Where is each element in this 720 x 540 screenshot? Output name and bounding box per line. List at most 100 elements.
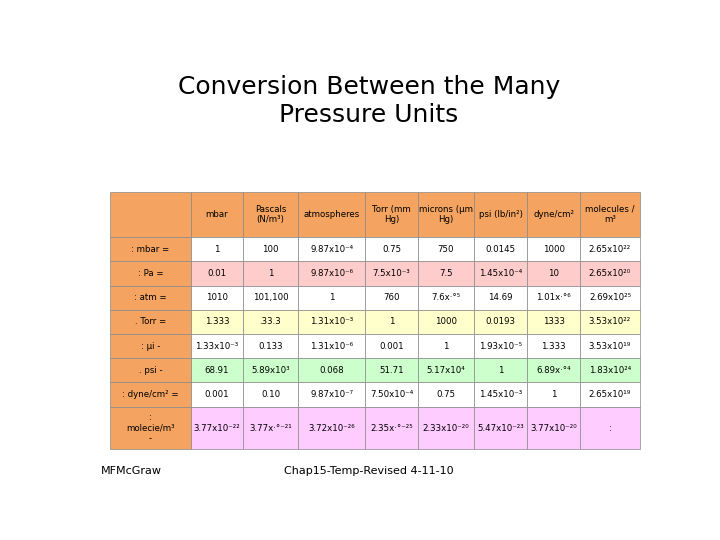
Text: 0.10: 0.10 bbox=[261, 390, 280, 399]
Text: 9.87x10⁻⁷: 9.87x10⁻⁷ bbox=[310, 390, 354, 399]
Text: 1000: 1000 bbox=[543, 245, 564, 254]
Text: 0.001: 0.001 bbox=[379, 342, 404, 350]
FancyBboxPatch shape bbox=[298, 407, 365, 449]
FancyBboxPatch shape bbox=[365, 358, 418, 382]
FancyBboxPatch shape bbox=[474, 261, 527, 286]
FancyBboxPatch shape bbox=[298, 192, 365, 237]
FancyBboxPatch shape bbox=[418, 358, 474, 382]
FancyBboxPatch shape bbox=[192, 286, 243, 310]
FancyBboxPatch shape bbox=[474, 310, 527, 334]
FancyBboxPatch shape bbox=[365, 407, 418, 449]
FancyBboxPatch shape bbox=[243, 310, 298, 334]
Text: MFMcGraw: MFMcGraw bbox=[101, 465, 162, 476]
Text: mbar: mbar bbox=[206, 210, 228, 219]
Text: 9.87x10⁻⁶: 9.87x10⁻⁶ bbox=[310, 269, 353, 278]
FancyBboxPatch shape bbox=[527, 382, 580, 407]
Text: 3.77x·°⁻²¹: 3.77x·°⁻²¹ bbox=[249, 423, 292, 433]
FancyBboxPatch shape bbox=[580, 407, 639, 449]
Text: 7.6x·°⁵: 7.6x·°⁵ bbox=[431, 293, 461, 302]
Text: 0.133: 0.133 bbox=[258, 342, 283, 350]
Text: 0.0145: 0.0145 bbox=[485, 245, 516, 254]
Text: 1000: 1000 bbox=[435, 318, 457, 326]
Text: 1.01x·°⁶: 1.01x·°⁶ bbox=[536, 293, 571, 302]
Text: : dyne/cm² =: : dyne/cm² = bbox=[122, 390, 179, 399]
Text: 0.068: 0.068 bbox=[319, 366, 344, 375]
FancyBboxPatch shape bbox=[243, 382, 298, 407]
Text: 2.69x10²⁵: 2.69x10²⁵ bbox=[589, 293, 631, 302]
FancyBboxPatch shape bbox=[192, 407, 243, 449]
FancyBboxPatch shape bbox=[243, 358, 298, 382]
FancyBboxPatch shape bbox=[298, 286, 365, 310]
FancyBboxPatch shape bbox=[580, 382, 639, 407]
FancyBboxPatch shape bbox=[527, 358, 580, 382]
Text: 1010: 1010 bbox=[206, 293, 228, 302]
Text: Torr (mm
Hg): Torr (mm Hg) bbox=[372, 205, 411, 224]
Text: 5.17x10⁴: 5.17x10⁴ bbox=[427, 366, 465, 375]
FancyBboxPatch shape bbox=[365, 192, 418, 237]
Text: : mbar =: : mbar = bbox=[131, 245, 169, 254]
FancyBboxPatch shape bbox=[418, 286, 474, 310]
FancyBboxPatch shape bbox=[109, 286, 192, 310]
FancyBboxPatch shape bbox=[365, 261, 418, 286]
FancyBboxPatch shape bbox=[298, 310, 365, 334]
FancyBboxPatch shape bbox=[527, 407, 580, 449]
FancyBboxPatch shape bbox=[365, 334, 418, 358]
Text: 1: 1 bbox=[329, 293, 334, 302]
Text: 2.33x10⁻²⁰: 2.33x10⁻²⁰ bbox=[423, 423, 469, 433]
Text: 3.53x10¹⁹: 3.53x10¹⁹ bbox=[589, 342, 631, 350]
Text: dyne/cm²: dyne/cm² bbox=[534, 210, 575, 219]
FancyBboxPatch shape bbox=[365, 310, 418, 334]
Text: 3.53x10²²: 3.53x10²² bbox=[589, 318, 631, 326]
Text: 1: 1 bbox=[268, 269, 274, 278]
FancyBboxPatch shape bbox=[418, 334, 474, 358]
Text: 1333: 1333 bbox=[543, 318, 564, 326]
Text: : μi -: : μi - bbox=[140, 342, 160, 350]
FancyBboxPatch shape bbox=[527, 334, 580, 358]
FancyBboxPatch shape bbox=[527, 286, 580, 310]
Text: 100: 100 bbox=[262, 245, 279, 254]
FancyBboxPatch shape bbox=[192, 261, 243, 286]
Text: molecules /
m³: molecules / m³ bbox=[585, 205, 635, 224]
Text: 10: 10 bbox=[548, 269, 559, 278]
FancyBboxPatch shape bbox=[474, 334, 527, 358]
Text: :
molecie/m³
-: : molecie/m³ - bbox=[126, 413, 175, 443]
FancyBboxPatch shape bbox=[527, 192, 580, 237]
Text: 3.72x10⁻²⁶: 3.72x10⁻²⁶ bbox=[308, 423, 355, 433]
Text: 750: 750 bbox=[438, 245, 454, 254]
Text: 7.5: 7.5 bbox=[439, 269, 453, 278]
FancyBboxPatch shape bbox=[243, 334, 298, 358]
Text: 1.333: 1.333 bbox=[541, 342, 566, 350]
FancyBboxPatch shape bbox=[109, 407, 192, 449]
Text: 51.71: 51.71 bbox=[379, 366, 404, 375]
Text: 68.91: 68.91 bbox=[204, 366, 229, 375]
FancyBboxPatch shape bbox=[418, 237, 474, 261]
Text: Conversion Between the Many
Pressure Units: Conversion Between the Many Pressure Uni… bbox=[178, 75, 560, 127]
Text: 9.87x10⁻⁴: 9.87x10⁻⁴ bbox=[310, 245, 354, 254]
FancyBboxPatch shape bbox=[474, 407, 527, 449]
FancyBboxPatch shape bbox=[243, 286, 298, 310]
FancyBboxPatch shape bbox=[192, 237, 243, 261]
FancyBboxPatch shape bbox=[192, 310, 243, 334]
FancyBboxPatch shape bbox=[243, 192, 298, 237]
FancyBboxPatch shape bbox=[580, 192, 639, 237]
Text: 3.77x10⁻²⁰: 3.77x10⁻²⁰ bbox=[531, 423, 577, 433]
FancyBboxPatch shape bbox=[527, 237, 580, 261]
Text: 3.77x10⁻²²: 3.77x10⁻²² bbox=[194, 423, 240, 433]
FancyBboxPatch shape bbox=[365, 382, 418, 407]
Text: 5.89x10³: 5.89x10³ bbox=[251, 366, 290, 375]
FancyBboxPatch shape bbox=[365, 237, 418, 261]
FancyBboxPatch shape bbox=[192, 192, 243, 237]
Text: 0.001: 0.001 bbox=[204, 390, 229, 399]
Text: 2.35x·°⁻²⁵: 2.35x·°⁻²⁵ bbox=[370, 423, 413, 433]
FancyBboxPatch shape bbox=[418, 192, 474, 237]
Text: :: : bbox=[608, 423, 611, 433]
Text: psi (lb/in²): psi (lb/in²) bbox=[479, 210, 523, 219]
Text: 1: 1 bbox=[389, 318, 395, 326]
FancyBboxPatch shape bbox=[243, 261, 298, 286]
Text: 760: 760 bbox=[383, 293, 400, 302]
FancyBboxPatch shape bbox=[298, 261, 365, 286]
Text: 1.93x10⁻⁵: 1.93x10⁻⁵ bbox=[479, 342, 522, 350]
Text: 5.47x10⁻²³: 5.47x10⁻²³ bbox=[477, 423, 524, 433]
FancyBboxPatch shape bbox=[474, 382, 527, 407]
FancyBboxPatch shape bbox=[109, 192, 192, 237]
